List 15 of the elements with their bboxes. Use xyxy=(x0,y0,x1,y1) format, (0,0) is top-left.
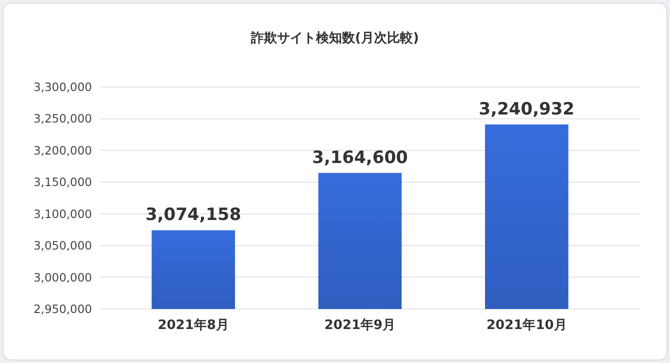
chart-title: 詐欺サイト検知数(月次比較) xyxy=(250,30,419,46)
data-label: 3,164,600 xyxy=(312,148,408,168)
data-label: 3,240,932 xyxy=(478,99,575,120)
x-tick-label: 2021年10月 xyxy=(486,318,567,333)
y-tick-label: 3,300,000 xyxy=(33,80,92,94)
x-tick-label: 2021年8月 xyxy=(158,318,229,333)
y-tick-label: 3,150,000 xyxy=(33,175,92,190)
y-tick-label: 3,250,000 xyxy=(33,112,92,126)
y-tick-label: 3,000,000 xyxy=(33,270,92,284)
data-label: 3,074,158 xyxy=(145,205,242,226)
y-tick-label: 3,100,000 xyxy=(33,206,92,221)
y-tick-label: 3,050,000 xyxy=(33,238,92,253)
y-tick-label: 3,200,000 xyxy=(33,143,92,158)
y-tick-label: 2,950,000 xyxy=(33,302,92,316)
x-tick-label: 2021年9月 xyxy=(324,318,396,333)
